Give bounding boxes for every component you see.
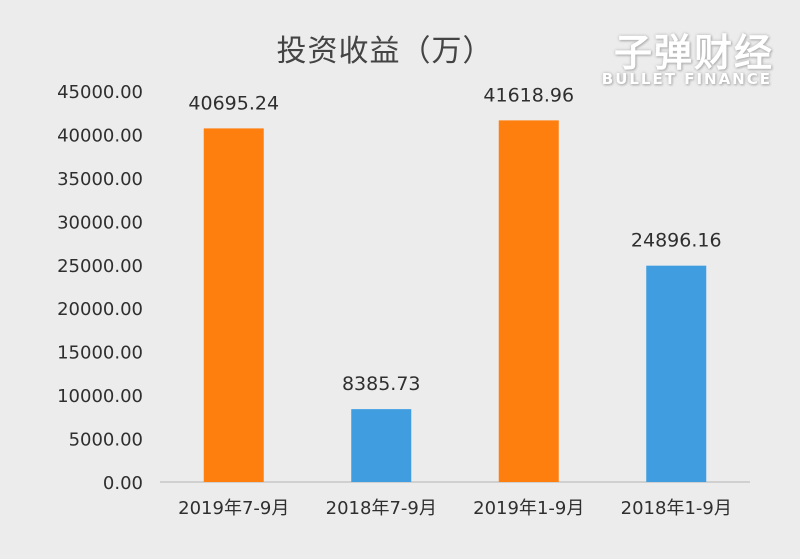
- watermark-logo-text: 子弹财经: [613, 31, 774, 75]
- data-label: 40695.24: [188, 92, 279, 114]
- x-tick-label: 2018年7-9月: [326, 498, 437, 519]
- bar: [498, 120, 559, 483]
- y-tick-label: 45000.00: [57, 82, 143, 103]
- watermark-logo-subtext: BULLET FINANCE: [601, 70, 772, 88]
- y-tick-label: 0.00: [103, 473, 143, 494]
- y-tick-label: 10000.00: [57, 386, 143, 407]
- data-label: 8385.73: [342, 373, 421, 395]
- x-tick-label: 2018年1-9月: [621, 498, 732, 519]
- y-tick-label: 20000.00: [57, 299, 143, 320]
- data-label: 41618.96: [483, 84, 574, 106]
- y-tick-label: 35000.00: [57, 169, 143, 190]
- x-tick-label: 2019年7-9月: [178, 498, 289, 519]
- y-tick-label: 5000.00: [69, 430, 143, 451]
- bar: [203, 128, 264, 483]
- y-tick-label: 15000.00: [57, 343, 143, 364]
- y-tick-label: 40000.00: [57, 125, 143, 146]
- x-tick-label: 2019年1-9月: [473, 498, 584, 519]
- chart-title: 投资收益（万）: [276, 34, 494, 69]
- y-tick-label: 25000.00: [57, 256, 143, 277]
- bar: [646, 265, 707, 482]
- y-tick-label: 30000.00: [57, 212, 143, 233]
- data-label: 24896.16: [631, 230, 722, 252]
- bar: [351, 409, 412, 482]
